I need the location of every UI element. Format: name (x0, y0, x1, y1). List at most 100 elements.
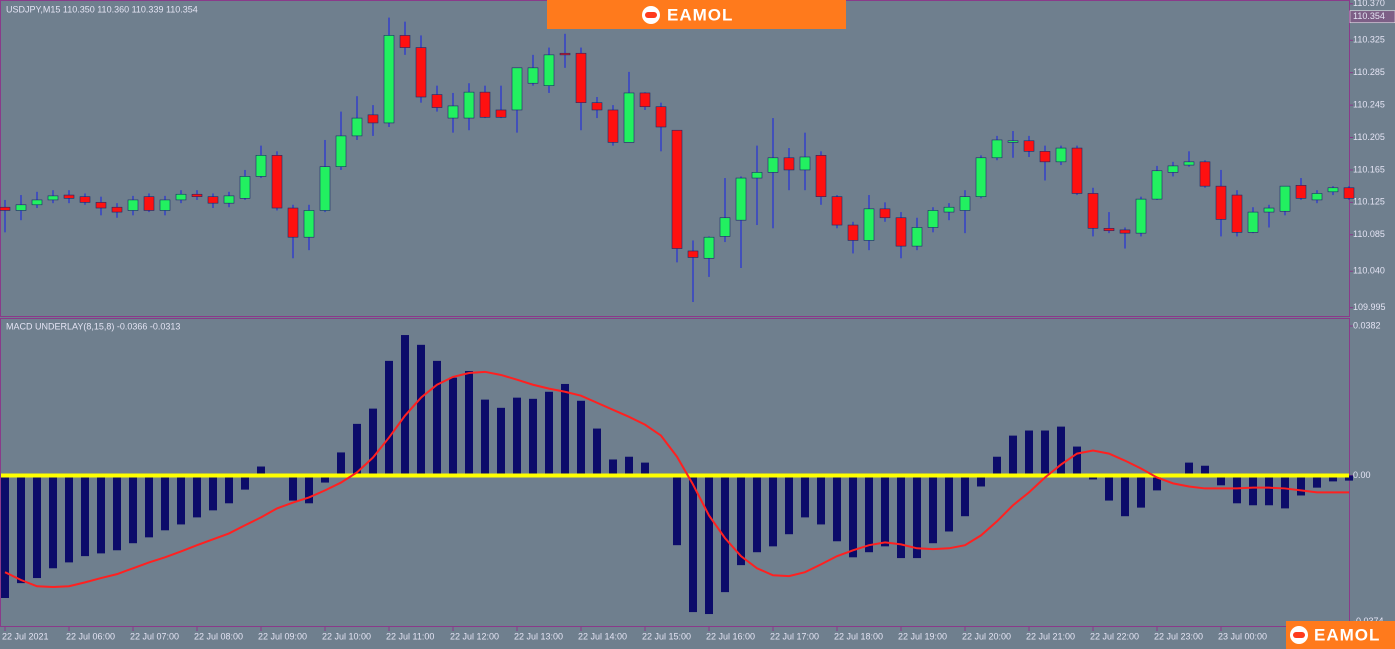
histogram-bar (449, 377, 457, 476)
candle-body (1007, 140, 1019, 143)
candle-body (767, 157, 779, 173)
histogram-bar (145, 475, 153, 538)
candle-body (1327, 187, 1339, 193)
histogram-bar (321, 475, 329, 483)
histogram-bar (1121, 475, 1129, 517)
candle-body (879, 208, 891, 219)
candle-body (495, 109, 507, 118)
histogram-bar (721, 475, 729, 593)
x-tick-label: 22 Jul 15:00 (642, 631, 691, 641)
y-tick-label: 110.040 (1353, 266, 1385, 276)
candle-body (959, 196, 971, 211)
histogram-bar (545, 391, 553, 476)
histogram-bar (929, 475, 937, 544)
candle-body (1103, 227, 1115, 232)
histogram-bar (1057, 426, 1065, 476)
candle-body (191, 193, 203, 197)
candle-body (1023, 140, 1035, 152)
histogram-bar (385, 360, 393, 476)
histogram-bar (865, 475, 873, 553)
histogram-bar (913, 475, 921, 559)
histogram-bar (81, 475, 89, 557)
histogram-bar (1025, 430, 1033, 476)
logo-icon-eyes (645, 12, 657, 18)
histogram-bar (833, 475, 841, 542)
histogram-bar (673, 475, 681, 546)
x-tick-label: 22 Jul 20:00 (962, 631, 1011, 641)
x-tick-label: 22 Jul 19:00 (898, 631, 947, 641)
last-price-label: 110.354 (1353, 11, 1385, 21)
histogram-bar (945, 475, 953, 532)
logo-text: EAMOL (1314, 625, 1380, 644)
candle-body (1071, 147, 1083, 194)
y-tick-label: 110.245 (1353, 99, 1385, 109)
x-tick-label: 22 Jul 07:00 (130, 631, 179, 641)
candle-body (1263, 207, 1275, 213)
histogram-bar (401, 335, 409, 476)
candle-body (95, 202, 107, 209)
histogram-bar (161, 475, 169, 531)
histogram-bar (1265, 475, 1273, 506)
candle-body (607, 109, 619, 143)
candle-body (1183, 161, 1195, 166)
histogram-bar (593, 428, 601, 476)
x-tick-label: 22 Jul 18:00 (834, 631, 883, 641)
histogram-bar (1073, 446, 1081, 476)
candle-body (367, 114, 379, 124)
candle-body (991, 139, 1003, 159)
y-tick-label: 0.00 (1353, 470, 1371, 480)
histogram-bar (97, 475, 105, 554)
histogram-bar (1313, 475, 1321, 488)
x-tick-label: 22 Jul 21:00 (1026, 631, 1075, 641)
x-tick-label: 22 Jul 17:00 (770, 631, 819, 641)
candle-body (655, 106, 667, 128)
histogram-bar (1, 475, 9, 598)
candle-body (831, 196, 843, 226)
histogram-bar (1297, 475, 1305, 496)
histogram-bar (17, 475, 25, 584)
candle-body (0, 206, 11, 211)
candle-body (1231, 194, 1243, 233)
candle-body (319, 166, 331, 211)
x-tick-label: 22 Jul 08:00 (194, 631, 243, 641)
histogram-bar (257, 466, 265, 476)
histogram-bar (849, 475, 857, 558)
x-tick-label: 22 Jul 2021 (2, 631, 49, 641)
candle-body (783, 157, 795, 171)
candle-body (1343, 187, 1355, 199)
candle-body (895, 217, 907, 247)
candle-body (303, 210, 315, 238)
histogram-bar (513, 397, 521, 476)
candle-body (207, 196, 219, 204)
candle-body (31, 199, 43, 206)
histogram-bar (177, 475, 185, 525)
y-tick-label: 110.205 (1353, 132, 1385, 142)
signal-line (4, 370, 1349, 589)
candle-body (1119, 229, 1131, 234)
candle-body (1039, 151, 1051, 163)
histogram-bar (1201, 465, 1209, 476)
x-tick-label: 23 Jul 00:00 (1218, 631, 1267, 641)
candle-body (239, 176, 251, 199)
candle-body (223, 195, 235, 204)
candle-body (1311, 193, 1323, 201)
candle-body (527, 67, 539, 84)
candle-body (543, 54, 555, 86)
histogram-bar (977, 475, 985, 487)
y-tick-label: 110.165 (1353, 164, 1385, 174)
histogram-bar (1185, 462, 1193, 476)
candle-body (479, 91, 491, 118)
histogram-bar (241, 475, 249, 490)
candle-body (1055, 147, 1067, 163)
histogram-bar (33, 475, 41, 579)
histogram-bar (1137, 475, 1145, 508)
candle-body (383, 35, 395, 124)
candle-body (335, 135, 347, 167)
histogram-bar (689, 475, 697, 613)
candle-body (575, 52, 587, 103)
candle-body (1167, 165, 1179, 173)
histogram-bar (193, 475, 201, 518)
candle-body (671, 129, 683, 249)
histogram-bar (769, 475, 777, 547)
